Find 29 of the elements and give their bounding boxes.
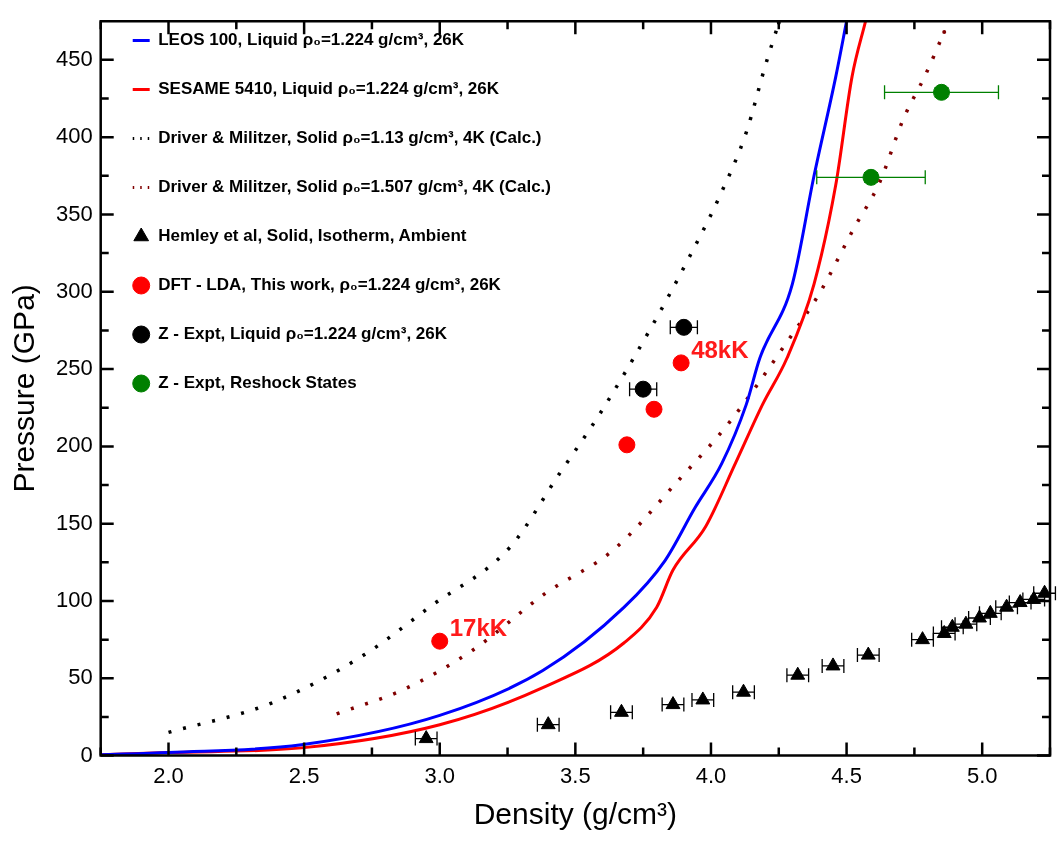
x-tick-label: 5.0 <box>966 762 998 788</box>
legend-label: Hemley et al, Solid, Isotherm, Ambient <box>158 226 467 246</box>
x-tick-label: 3.5 <box>560 762 591 788</box>
y-tick-label: 450 <box>55 45 93 71</box>
legend-label: LEOS 100, Liquid ρ₀=1.224 g/cm³, 26K <box>158 30 465 50</box>
y-tick-label: 300 <box>55 277 93 303</box>
y-tick-label: 400 <box>55 123 93 149</box>
y-axis-title: Pressure (GPa) <box>7 284 41 493</box>
x-tick-label: 4.5 <box>831 762 862 788</box>
y-tick-label: 50 <box>68 664 93 690</box>
legend-label: DFT - LDA, This work, ρ₀=1.224 g/cm³, 26K <box>158 275 502 295</box>
legend-label: Z - Expt, Reshock States <box>158 373 357 393</box>
x-tick-label: 2.5 <box>288 762 320 788</box>
annotation: 48kK <box>691 335 750 363</box>
annotation: 17kK <box>449 613 508 641</box>
x-tick-label: 2.0 <box>153 762 184 788</box>
legend-label: Driver & Militzer, Solid ρ₀=1.13 g/cm³, 4K (Calc.) <box>158 128 542 148</box>
x-axis-title: Density (g/cm³) <box>473 797 678 831</box>
y-tick-label: 350 <box>55 200 93 226</box>
legend-label: Z - Expt, Liquid ρ₀=1.224 g/cm³, 26K <box>158 324 448 344</box>
x-tick-label: 3.0 <box>424 762 456 788</box>
y-tick-label: 200 <box>55 432 93 458</box>
y-tick-label: 250 <box>55 355 93 381</box>
y-tick-label: 100 <box>55 587 93 613</box>
legend-label: SESAME 5410, Liquid ρ₀=1.224 g/cm³, 26K <box>158 79 500 99</box>
legend-label: Driver & Militzer, Solid ρ₀=1.507 g/cm³, 4K (Calc.) <box>158 177 551 197</box>
y-tick-label: 150 <box>55 509 93 535</box>
y-tick-label: 0 <box>80 741 93 767</box>
x-tick-label: 4.0 <box>695 762 727 788</box>
